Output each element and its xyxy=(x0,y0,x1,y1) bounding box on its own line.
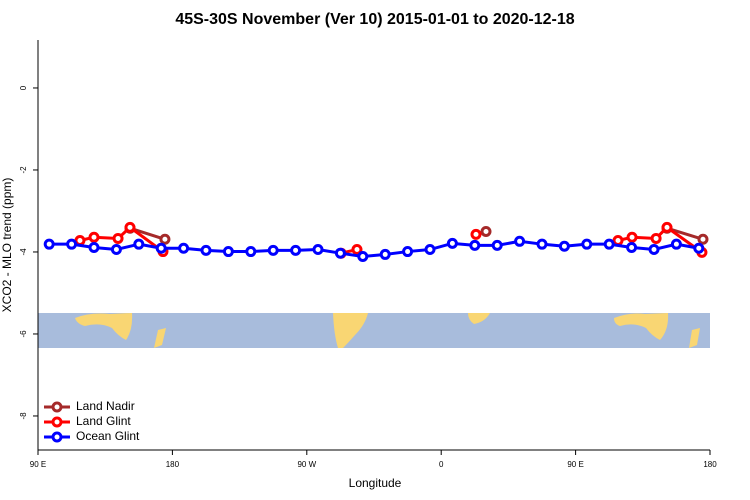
point xyxy=(514,235,526,247)
legend-marker xyxy=(51,431,63,443)
point xyxy=(626,231,638,243)
point xyxy=(110,244,122,256)
point xyxy=(267,244,279,256)
point xyxy=(480,225,492,237)
y-tick-label: 0 xyxy=(19,85,28,90)
x-tick-label: 90 E xyxy=(30,460,46,469)
y-tick-label: -2 xyxy=(19,166,28,174)
point xyxy=(536,238,548,250)
point xyxy=(74,234,86,246)
map-strip xyxy=(38,313,710,348)
y-tick-label: -8 xyxy=(19,412,28,420)
point xyxy=(402,246,414,258)
series-line xyxy=(49,239,700,258)
point xyxy=(351,244,363,256)
x-tick-label: 90 W xyxy=(297,460,316,469)
point xyxy=(424,244,436,256)
point xyxy=(357,250,369,262)
point xyxy=(670,238,682,250)
point xyxy=(334,247,346,259)
point xyxy=(558,240,570,252)
point xyxy=(88,231,100,243)
legend-label: Land Glint xyxy=(76,414,131,428)
x-axis-label: Longitude xyxy=(349,476,402,490)
point xyxy=(88,241,100,253)
point xyxy=(470,228,482,240)
point xyxy=(697,233,709,245)
point xyxy=(245,246,257,258)
x-tick-label: 0 xyxy=(439,460,444,469)
y-axis-label: XCO2 - MLO trend (ppm) xyxy=(0,178,14,313)
point xyxy=(222,246,234,258)
point xyxy=(446,237,458,249)
point xyxy=(178,242,190,254)
legend-marker xyxy=(51,416,63,428)
chart-title: 45S-30S November (Ver 10) 2015-01-01 to … xyxy=(175,11,574,28)
x-tick-label: 180 xyxy=(166,460,180,469)
point xyxy=(650,232,662,244)
point xyxy=(491,239,503,251)
y-tick-label: -6 xyxy=(19,330,28,338)
point xyxy=(581,238,593,250)
point xyxy=(133,238,145,250)
point xyxy=(626,241,638,253)
point xyxy=(612,234,624,246)
point xyxy=(469,239,481,251)
point xyxy=(312,244,324,256)
point xyxy=(693,242,705,254)
point xyxy=(379,248,391,260)
point xyxy=(290,244,302,256)
point xyxy=(648,244,660,256)
point xyxy=(43,238,55,250)
legend-label: Ocean Glint xyxy=(76,429,140,443)
point xyxy=(200,244,212,256)
legend-marker xyxy=(51,401,63,413)
point xyxy=(112,232,124,244)
point xyxy=(66,238,78,250)
legend-label: Land Nadir xyxy=(76,399,135,413)
point xyxy=(603,238,615,250)
point xyxy=(159,233,171,245)
y-tick-label: -4 xyxy=(19,248,28,256)
x-tick-label: 90 E xyxy=(567,460,583,469)
point xyxy=(124,221,136,233)
point xyxy=(155,242,167,254)
x-tick-label: 180 xyxy=(703,460,717,469)
point xyxy=(661,221,673,233)
